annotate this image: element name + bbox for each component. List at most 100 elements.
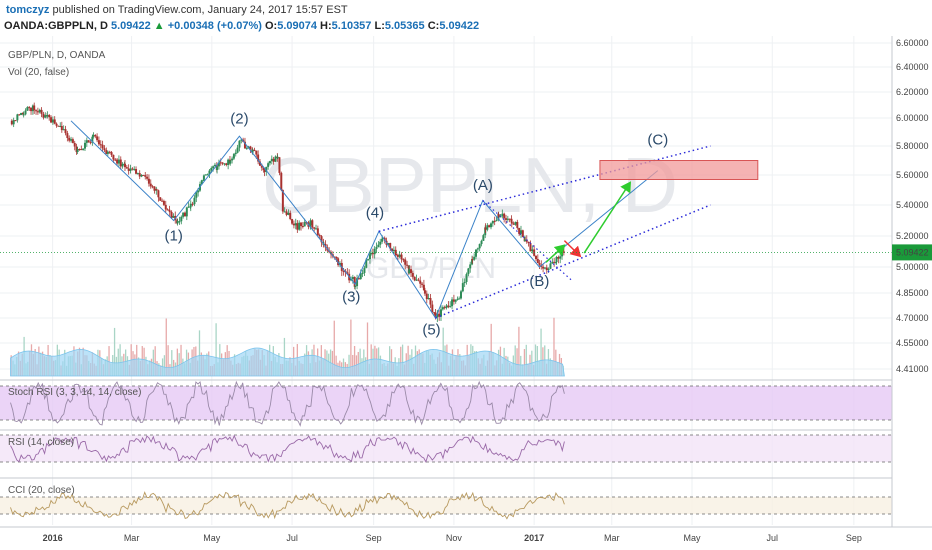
volume-bar: [198, 330, 201, 376]
volume-bar: [516, 348, 518, 376]
price-tick-label: 4.41000: [896, 364, 929, 374]
author-name[interactable]: tomczyz: [6, 4, 50, 16]
candle-body: [245, 147, 248, 149]
time-tick-label: Mar: [604, 533, 620, 543]
candle-body: [168, 209, 171, 212]
candle-body: [510, 218, 513, 222]
candle-body: [12, 120, 15, 125]
candle-body: [551, 261, 554, 264]
candle-body: [136, 173, 139, 175]
candle-body: [105, 150, 108, 154]
candle-body: [82, 148, 85, 151]
candle-body: [268, 161, 271, 164]
candle-body: [110, 152, 113, 155]
candle-body: [71, 139, 74, 143]
candle-body: [377, 244, 380, 248]
volume-label: Vol (20, false): [8, 67, 69, 78]
candle-body: [441, 307, 444, 310]
candle-body: [301, 225, 304, 227]
time-tick-label: May: [684, 533, 702, 543]
candle-body: [210, 168, 213, 171]
candle-body: [197, 190, 200, 193]
wave-label: (C): [647, 132, 668, 149]
candle-body: [157, 190, 160, 198]
candle-body: [176, 221, 179, 224]
candle-body: [447, 305, 450, 307]
candle-body: [335, 256, 338, 259]
candle-body: [204, 174, 207, 176]
volume-ma-area: [10, 347, 565, 377]
candle-body: [270, 158, 273, 162]
candle-body: [429, 298, 432, 305]
wave-label: (3): [342, 288, 360, 305]
candle-body: [231, 158, 234, 161]
candle-body: [504, 218, 507, 220]
candle-body: [44, 115, 47, 118]
candle-body: [234, 152, 237, 155]
candle-body: [473, 256, 476, 260]
volume-bar: [176, 348, 178, 376]
candle-body: [96, 136, 99, 141]
candle-body: [155, 188, 158, 191]
wave-b-trendline: [482, 200, 573, 282]
candle-body: [510, 221, 513, 224]
watermark-text: GBPPLN, D: [262, 141, 678, 229]
wave-label: (1): [164, 228, 182, 245]
candle-body: [454, 299, 457, 302]
candle-body: [168, 211, 171, 213]
candle-body: [456, 298, 459, 300]
candle-body: [117, 159, 120, 164]
candle-body: [119, 159, 122, 167]
volume-bar: [366, 322, 369, 376]
candle-body: [357, 278, 360, 280]
price-tick-label: 5.60000: [896, 170, 929, 180]
candle-body: [396, 254, 399, 257]
candle-body: [458, 298, 461, 300]
candle-body: [425, 293, 428, 300]
candle-body: [78, 149, 81, 151]
candle-body: [406, 264, 409, 266]
candle-body: [518, 227, 521, 234]
candle-body: [557, 257, 560, 259]
price-change: +0.00348 (+0.07%): [167, 20, 262, 32]
candle-body: [501, 213, 504, 217]
candle-body: [195, 192, 198, 198]
volume-bar: [553, 317, 555, 376]
candle-body: [131, 168, 134, 170]
candle-body: [545, 267, 548, 271]
price-tick-label: 6.00000: [896, 113, 929, 123]
candle-body: [276, 157, 279, 159]
candle-body: [159, 197, 162, 201]
candle-body: [476, 248, 479, 250]
candle-body: [356, 278, 359, 287]
ohlc-line: OANDA:GBPPLN, D 5.09422 ▲ +0.00348 (+0.0…: [4, 20, 479, 32]
candle-body: [85, 140, 88, 143]
candle-body: [30, 107, 33, 112]
arrow-up-long: [583, 181, 632, 254]
indicator-line: [10, 434, 565, 463]
candle-body: [153, 186, 156, 191]
candle-body: [76, 149, 79, 153]
candle-body: [227, 159, 230, 165]
candle-body: [229, 160, 232, 164]
candle-body: [318, 235, 321, 237]
candle-body: [40, 109, 43, 114]
candle-body: [415, 279, 418, 281]
candle-body: [394, 249, 397, 255]
open-value: 5.09074: [277, 20, 317, 32]
wave-label: (2): [230, 111, 248, 128]
candle-body: [89, 142, 92, 144]
candle-body: [543, 267, 546, 269]
candle-body: [512, 223, 515, 225]
candle-body: [260, 165, 263, 168]
price-tick-label: 6.60000: [896, 38, 929, 48]
candle-body: [291, 219, 294, 224]
candle-body: [24, 110, 27, 115]
volume-bar: [401, 344, 404, 376]
candle-body: [463, 281, 466, 284]
candle-body: [162, 200, 165, 205]
candle-body: [267, 163, 270, 167]
candle-body: [91, 136, 94, 143]
candle-body: [549, 263, 552, 269]
